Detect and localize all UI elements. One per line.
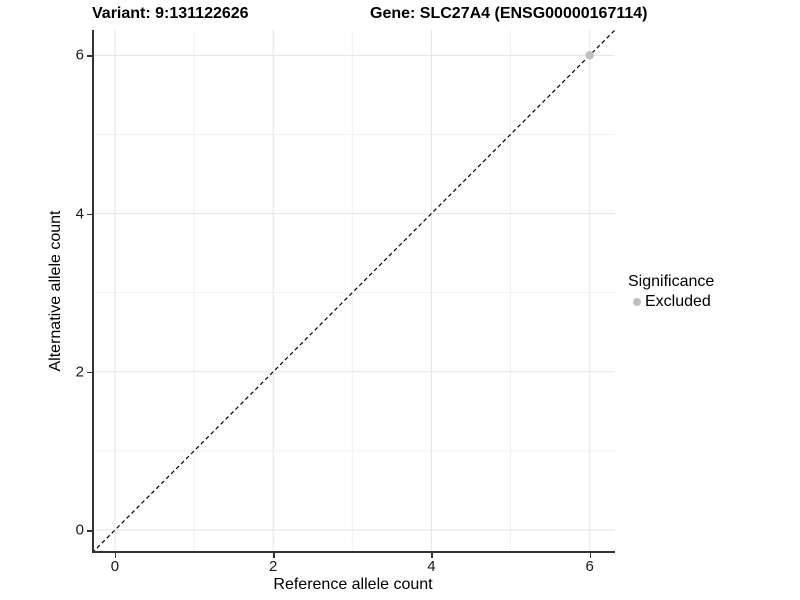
x-tick-label: 6 bbox=[585, 558, 594, 575]
identity-dashed-line bbox=[92, 30, 615, 553]
y-tick-label: 2 bbox=[75, 363, 84, 381]
legend-title: Significance bbox=[628, 273, 715, 290]
y-tick-mark bbox=[87, 55, 92, 57]
data-point bbox=[585, 51, 594, 60]
x-tick-mark bbox=[589, 553, 592, 558]
x-tick-mark bbox=[431, 553, 433, 558]
legend-point-icon bbox=[632, 298, 641, 306]
legend-entry-excluded: Excluded bbox=[628, 293, 714, 311]
plot-area-svg bbox=[92, 30, 615, 553]
y-tick-label: 0 bbox=[75, 521, 84, 539]
x-tick-label: 0 bbox=[110, 558, 120, 575]
title-gene: Gene: SLC27A4 (ENSG00000167114) bbox=[370, 5, 648, 22]
y-tick-mark bbox=[87, 530, 92, 532]
y-axis-title: Alternative allele count bbox=[47, 210, 64, 372]
plot-panel bbox=[92, 30, 615, 553]
y-tick-label: 6 bbox=[75, 46, 84, 64]
legend-key bbox=[628, 294, 645, 311]
legend: Significance Excluded bbox=[628, 273, 714, 311]
x-axis-title: Reference allele count bbox=[273, 576, 433, 593]
title-variant: Variant: 9:131122626 bbox=[92, 5, 249, 22]
x-tick-label: 4 bbox=[427, 558, 436, 575]
legend-entry-label: Excluded bbox=[645, 293, 711, 310]
x-tick-mark bbox=[114, 553, 117, 558]
y-tick-mark bbox=[87, 213, 92, 216]
y-tick-label: 4 bbox=[75, 205, 84, 223]
x-tick-label: 2 bbox=[269, 558, 278, 575]
x-tick-mark bbox=[273, 553, 275, 558]
y-tick-mark bbox=[87, 371, 92, 374]
